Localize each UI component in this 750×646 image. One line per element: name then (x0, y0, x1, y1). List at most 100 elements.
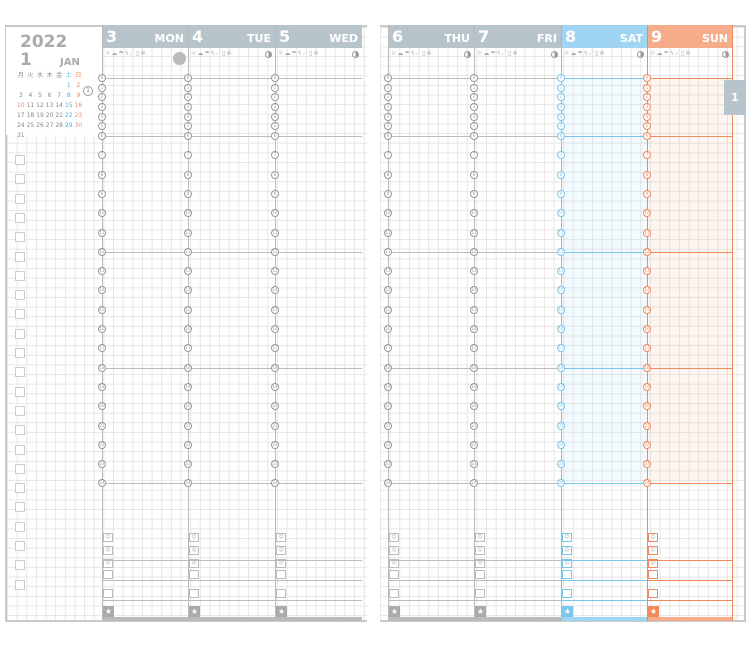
day-column-wed[interactable]: 5 WED ☼☁☂ϟ☄▯✲ 0 1 2 3 4 5 6 7 8 9 10 11 12 13 14 15 16 17 18 1… (271, 25, 362, 621)
mood-icon[interactable]: ☺ (475, 546, 485, 555)
mood-icon[interactable]: ☺ (103, 546, 113, 555)
weather-icons[interactable]: ☼☁☂ϟ☄▯✲ (105, 50, 147, 57)
checkbox[interactable] (15, 463, 25, 474)
checkbox[interactable] (15, 386, 25, 397)
star-icon[interactable]: ★ (189, 606, 200, 617)
sun-icon[interactable] (389, 589, 399, 598)
calendar-day[interactable]: 2 (76, 82, 81, 89)
calendar-day[interactable]: 1 (66, 82, 71, 89)
mood-icon[interactable]: ☺ (276, 533, 286, 542)
checkbox[interactable] (15, 560, 25, 571)
sun-icon[interactable] (276, 589, 286, 598)
mood-icon[interactable]: ☺ (648, 533, 658, 542)
star-icon[interactable]: ★ (648, 606, 659, 617)
weather-icons[interactable]: ☼☁☂ϟ☄▯✲ (191, 50, 233, 57)
mood-icon[interactable]: ☺ (562, 533, 572, 542)
checkbox[interactable] (15, 348, 25, 358)
checkbox[interactable] (15, 212, 25, 223)
checkbox[interactable] (15, 483, 25, 494)
weather-icons[interactable]: ☼☁☂ϟ☄▯✲ (391, 50, 433, 57)
checkbox[interactable] (15, 502, 25, 513)
meal-icon[interactable] (389, 570, 399, 579)
star-icon[interactable]: ★ (389, 606, 400, 617)
calendar-day[interactable]: 19 (36, 112, 44, 119)
checkbox[interactable] (15, 251, 25, 262)
day-column-sun[interactable]: 9 SUN ☼☁☂ϟ☄▯✲ 0 1 2 3 4 5 6 7 8 9 10 11 12 13 14 15 16 17 18 1… (643, 25, 733, 621)
weather-icons[interactable]: ☼☁☂ϟ☄▯✲ (650, 50, 692, 57)
meal-icon[interactable] (562, 570, 572, 579)
calendar-day[interactable]: 14 (55, 102, 63, 109)
day-column-mon[interactable]: 3 MON ☼☁☂ϟ☄▯✲ 0 1 2 3 4 5 6 7 8 9 10 11 12 13 14 15 16 17 18 1… (98, 25, 188, 621)
day-column-thu[interactable]: 6 THU ☼☁☂ϟ☄▯✲ 0 1 2 3 4 5 6 7 8 9 10 11 12 13 14 15 16 17 18 1… (384, 25, 474, 621)
calendar-day[interactable]: 3 (18, 92, 23, 99)
mood-icon[interactable]: ☺ (475, 533, 485, 542)
checkbox[interactable] (15, 232, 25, 243)
mood-icon[interactable]: ☹ (648, 559, 658, 568)
checkbox[interactable] (15, 290, 25, 301)
calendar-day[interactable]: 17 (16, 112, 25, 119)
calendar-day[interactable]: 22 (64, 112, 73, 119)
calendar-day[interactable]: 11 (26, 102, 35, 109)
calendar-day[interactable]: 10 (16, 102, 25, 109)
star-icon[interactable]: ★ (475, 606, 486, 617)
meal-icon[interactable] (276, 570, 286, 579)
checkbox[interactable] (15, 367, 25, 378)
sun-icon[interactable] (648, 589, 658, 598)
calendar-day[interactable]: 15 (64, 102, 73, 109)
checkbox[interactable] (15, 270, 25, 281)
checkbox[interactable] (15, 541, 25, 551)
checkbox[interactable] (15, 193, 25, 204)
calendar-day[interactable]: 6 (47, 92, 52, 99)
checkbox[interactable] (15, 405, 25, 416)
calendar-day[interactable]: 30 (74, 122, 83, 129)
checkbox[interactable] (15, 579, 25, 590)
mood-icon[interactable]: ☺ (389, 546, 399, 555)
calendar-day[interactable]: 27 (45, 122, 54, 129)
mood-icon[interactable]: ☺ (276, 546, 286, 555)
mood-icon[interactable]: ☺ (562, 546, 572, 555)
meal-icon[interactable] (648, 570, 658, 579)
calendar-day[interactable]: 28 (55, 122, 63, 129)
mood-icon[interactable]: ☹ (562, 559, 572, 568)
checkbox[interactable] (15, 328, 25, 339)
weather-icons[interactable]: ☼☁☂ϟ☄▯✲ (477, 50, 519, 57)
meal-icon[interactable] (189, 570, 199, 579)
star-icon[interactable]: ★ (562, 606, 573, 617)
checkbox[interactable] (15, 309, 25, 320)
mood-icon[interactable]: ☺ (189, 546, 199, 555)
star-icon[interactable]: ★ (276, 606, 287, 617)
calendar-day[interactable]: 16 (74, 102, 83, 109)
weather-icons[interactable]: ☼☁☂ϟ☄▯✲ (278, 50, 320, 57)
calendar-day[interactable]: 9 (76, 92, 81, 99)
meal-icon[interactable] (103, 570, 113, 579)
sun-icon[interactable] (562, 589, 572, 598)
calendar-day[interactable]: 7 (57, 92, 62, 99)
week-tab[interactable]: 1 (724, 80, 746, 115)
checkbox[interactable] (15, 425, 25, 436)
calendar-day[interactable]: 5 (38, 92, 42, 99)
calendar-day[interactable]: 13 (45, 102, 54, 109)
weather-icons[interactable]: ☼☁☂ϟ☄▯✲ (564, 50, 606, 57)
calendar-day[interactable]: 18 (26, 112, 35, 119)
meal-icon[interactable] (475, 570, 485, 579)
checkbox[interactable] (15, 155, 25, 165)
calendar-day[interactable]: 8 (66, 92, 71, 99)
calendar-day[interactable]: 20 (45, 112, 54, 119)
calendar-day[interactable]: 23 (74, 112, 83, 119)
sun-icon[interactable] (103, 589, 113, 598)
calendar-day[interactable]: 21 (55, 112, 63, 119)
calendar-day[interactable]: 4 (28, 92, 33, 99)
day-column-tue[interactable]: 4 TUE ☼☁☂ϟ☄▯✲ 0 1 2 3 4 5 6 7 8 9 10 11 12 13 14 15 16 17 18 1… (184, 25, 275, 621)
checkbox[interactable] (15, 521, 25, 532)
calendar-day[interactable]: 31 (16, 132, 25, 139)
checkbox[interactable] (15, 174, 25, 185)
calendar-day[interactable]: 26 (36, 122, 44, 129)
sun-icon[interactable] (475, 589, 485, 598)
sun-icon[interactable] (189, 589, 199, 598)
mood-icon[interactable]: ☹ (103, 559, 113, 568)
mood-icon[interactable]: ☺ (389, 533, 399, 542)
calendar-day[interactable]: 29 (64, 122, 73, 129)
calendar-day[interactable]: 25 (26, 122, 35, 129)
mood-icon[interactable]: ☹ (276, 559, 286, 568)
mood-icon[interactable]: ☹ (475, 559, 485, 568)
